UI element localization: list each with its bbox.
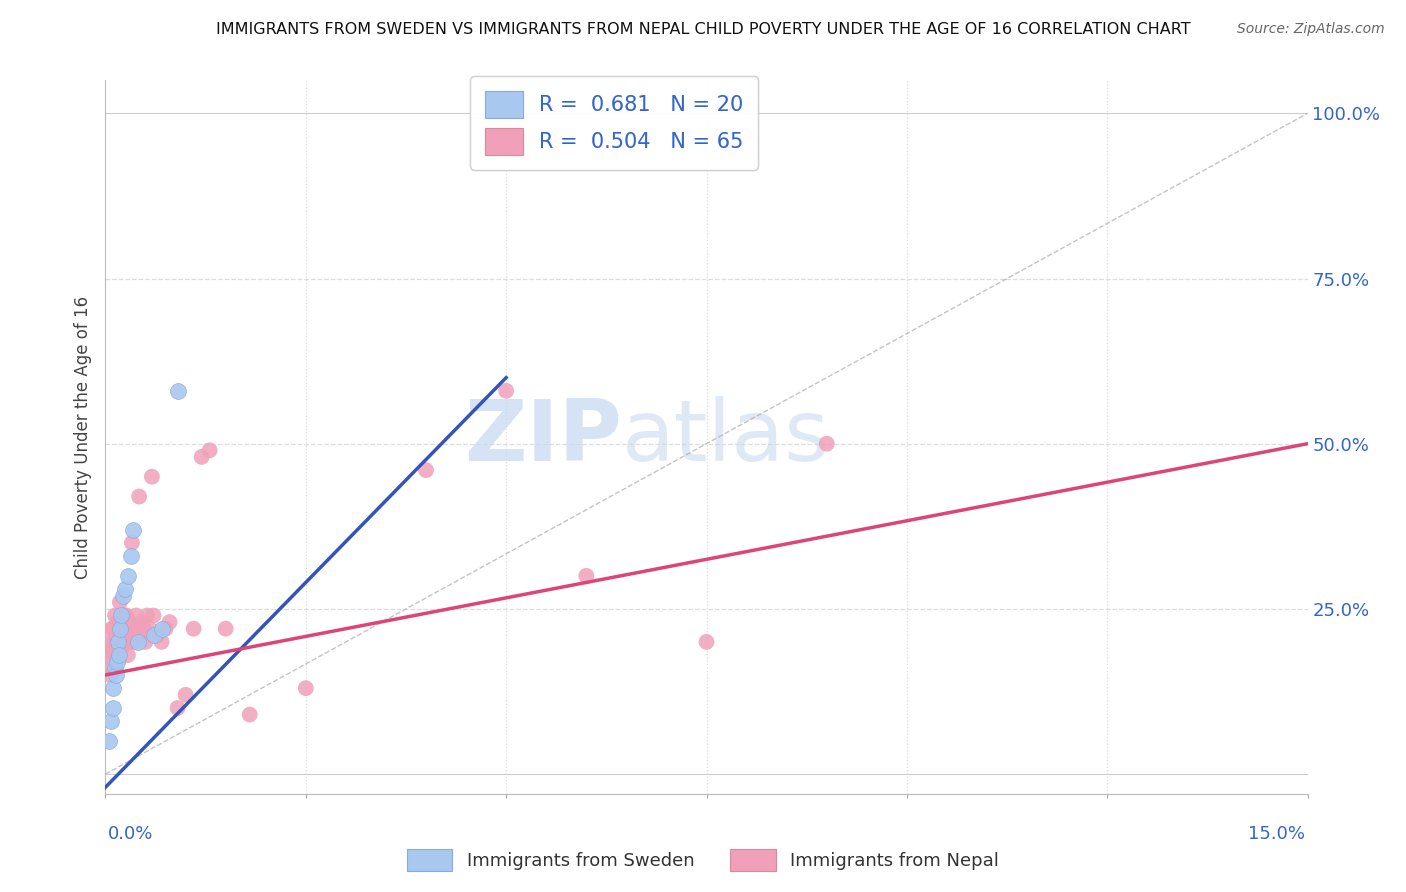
Point bbox=[107, 615, 129, 629]
Point bbox=[183, 622, 205, 636]
Y-axis label: Child Poverty Under the Age of 16: Child Poverty Under the Age of 16 bbox=[73, 295, 91, 579]
Point bbox=[117, 648, 139, 662]
Point bbox=[696, 635, 718, 649]
Point bbox=[138, 622, 160, 636]
Point bbox=[159, 615, 181, 629]
Point bbox=[815, 436, 838, 450]
Point bbox=[142, 628, 165, 642]
Point bbox=[136, 608, 159, 623]
Point bbox=[117, 622, 139, 636]
Text: IMMIGRANTS FROM SWEDEN VS IMMIGRANTS FROM NEPAL CHILD POVERTY UNDER THE AGE OF 1: IMMIGRANTS FROM SWEDEN VS IMMIGRANTS FRO… bbox=[215, 22, 1191, 37]
Point bbox=[114, 582, 136, 596]
Point bbox=[103, 655, 125, 669]
Point bbox=[122, 622, 145, 636]
Point bbox=[150, 635, 173, 649]
Point bbox=[98, 635, 121, 649]
Point bbox=[214, 622, 236, 636]
Point bbox=[115, 628, 138, 642]
Point bbox=[97, 648, 120, 662]
Point bbox=[107, 635, 129, 649]
Point bbox=[415, 463, 437, 477]
Point bbox=[112, 589, 135, 603]
Point bbox=[104, 668, 127, 682]
Point bbox=[98, 668, 121, 682]
Point bbox=[239, 707, 262, 722]
Point bbox=[108, 622, 131, 636]
Point bbox=[132, 622, 155, 636]
Point bbox=[120, 622, 142, 636]
Point bbox=[128, 490, 150, 504]
Point bbox=[101, 701, 124, 715]
Point bbox=[101, 641, 124, 656]
Point bbox=[295, 681, 318, 695]
Point bbox=[121, 628, 143, 642]
Point bbox=[495, 384, 517, 398]
Point bbox=[108, 622, 131, 636]
Legend: R =  0.681   N = 20, R =  0.504   N = 65: R = 0.681 N = 20, R = 0.504 N = 65 bbox=[471, 77, 758, 169]
Point bbox=[112, 635, 135, 649]
Point bbox=[575, 569, 598, 583]
Point bbox=[131, 615, 153, 629]
Text: 15.0%: 15.0% bbox=[1247, 825, 1305, 843]
Point bbox=[146, 628, 169, 642]
Text: 0.0%: 0.0% bbox=[108, 825, 153, 843]
Point bbox=[101, 622, 124, 636]
Text: ZIP: ZIP bbox=[464, 395, 623, 479]
Point bbox=[150, 622, 173, 636]
Point bbox=[101, 661, 124, 675]
Point bbox=[129, 628, 152, 642]
Point bbox=[108, 595, 131, 609]
Point bbox=[108, 635, 131, 649]
Point bbox=[103, 681, 125, 695]
Point bbox=[118, 615, 141, 629]
Point bbox=[110, 641, 132, 656]
Point bbox=[104, 635, 127, 649]
Point bbox=[107, 641, 129, 656]
Point bbox=[98, 734, 121, 748]
Text: atlas: atlas bbox=[623, 395, 831, 479]
Point bbox=[110, 608, 132, 623]
Point bbox=[198, 443, 221, 458]
Legend: Immigrants from Sweden, Immigrants from Nepal: Immigrants from Sweden, Immigrants from … bbox=[399, 842, 1007, 879]
Point bbox=[111, 615, 134, 629]
Point bbox=[110, 628, 132, 642]
Point bbox=[120, 549, 142, 563]
Point bbox=[122, 523, 145, 537]
Point bbox=[190, 450, 212, 464]
Point bbox=[125, 608, 148, 623]
Point bbox=[114, 635, 136, 649]
Text: Source: ZipAtlas.com: Source: ZipAtlas.com bbox=[1237, 22, 1385, 37]
Point bbox=[107, 655, 129, 669]
Point bbox=[135, 635, 157, 649]
Point bbox=[108, 648, 131, 662]
Point bbox=[166, 384, 188, 398]
Point bbox=[104, 661, 127, 675]
Point bbox=[142, 608, 165, 623]
Point bbox=[124, 635, 146, 649]
Point bbox=[107, 622, 129, 636]
Point bbox=[104, 608, 127, 623]
Point bbox=[100, 714, 122, 729]
Point bbox=[117, 569, 139, 583]
Point bbox=[112, 622, 135, 636]
Point bbox=[174, 688, 197, 702]
Point bbox=[120, 635, 142, 649]
Point bbox=[103, 648, 125, 662]
Point bbox=[127, 622, 149, 636]
Point bbox=[104, 628, 127, 642]
Point bbox=[115, 608, 138, 623]
Point bbox=[121, 536, 143, 550]
Point bbox=[114, 608, 136, 623]
Point bbox=[166, 701, 188, 715]
Point bbox=[141, 469, 163, 483]
Point bbox=[155, 622, 177, 636]
Point bbox=[127, 635, 149, 649]
Point bbox=[105, 655, 128, 669]
Point bbox=[103, 622, 125, 636]
